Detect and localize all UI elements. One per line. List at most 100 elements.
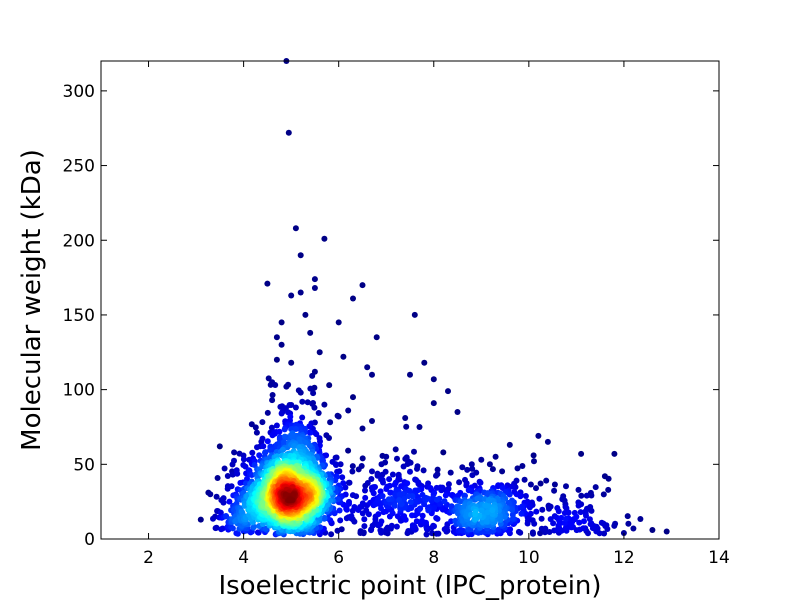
data-point [269,397,276,404]
data-point [336,507,343,514]
data-point [573,513,580,520]
data-point [273,334,280,341]
data-point [271,430,278,437]
data-point [393,523,400,530]
data-point [530,452,537,459]
data-point [521,476,528,483]
x-tick-label: 4 [238,548,249,568]
y-tick-label: 50 [73,455,95,475]
data-point [273,356,280,363]
data-point [433,472,439,479]
data-point [241,502,248,509]
data-point [279,446,286,453]
data-point [509,515,516,522]
data-point [292,426,299,432]
data-point [340,480,347,487]
y-tick-label: 250 [63,157,95,177]
data-point [334,527,341,534]
data-point [411,311,418,318]
data-point [219,525,226,532]
data-point [373,334,380,341]
data-point [404,480,411,487]
data-point [288,402,295,408]
data-point [391,481,398,488]
data-point [562,515,569,522]
data-point [334,412,341,419]
data-point [581,518,587,525]
data-point [326,382,333,389]
data-point [535,432,542,439]
data-point [578,492,585,499]
data-point [197,516,204,523]
data-point [210,515,216,522]
data-point [297,252,304,259]
data-point [433,515,440,521]
data-point [522,493,529,499]
data-point [332,454,339,461]
data-point [637,516,644,522]
data-point [394,455,400,462]
data-point [363,507,370,514]
data-point [558,514,565,521]
data-point [337,461,344,468]
data-point [401,513,408,520]
data-point [489,466,496,473]
data-point [226,498,233,505]
y-axis-label: Molecular weight (kDa) [17,149,47,451]
data-point [231,457,237,464]
data-point [425,507,432,514]
data-point [321,514,328,521]
data-point [319,457,326,464]
data-point [315,410,322,416]
data-point [327,419,334,426]
data-point [302,439,309,446]
data-point [335,496,341,503]
data-point [278,341,285,348]
data-point [287,496,294,503]
data-point [546,505,552,512]
data-point [396,491,403,498]
data-point [483,518,490,525]
data-point [576,519,583,526]
data-point [561,510,568,516]
data-point [433,530,440,537]
data-point [419,517,425,524]
data-point [539,506,546,513]
data-point [281,433,288,440]
data-point [268,424,275,431]
data-point [559,496,566,503]
data-point [625,520,632,527]
data-point [433,484,440,491]
data-point [228,483,235,490]
data-point [459,464,466,471]
data-point [508,483,515,490]
data-point [519,463,526,469]
data-point [577,509,584,516]
data-point [454,409,461,415]
data-point [379,493,386,499]
data-point [407,468,413,475]
data-point [264,409,271,416]
data-point [364,480,371,486]
data-point [249,449,256,456]
data-point [441,526,448,533]
data-point [409,512,415,519]
data-point [339,474,346,481]
data-point [649,527,656,533]
data-point [531,520,538,527]
data-point [518,510,525,517]
data-point [402,415,409,421]
data-point [234,470,241,477]
x-tick-label: 14 [708,548,730,568]
data-point [355,466,362,473]
data-point [359,455,366,462]
data-point [416,424,423,430]
data-point [465,487,472,494]
data-point [392,491,399,498]
data-point [383,486,390,492]
x-tick-label: 10 [518,548,540,568]
data-point [268,447,275,454]
data-point [299,398,306,405]
data-point [630,525,637,532]
data-point [362,494,369,501]
